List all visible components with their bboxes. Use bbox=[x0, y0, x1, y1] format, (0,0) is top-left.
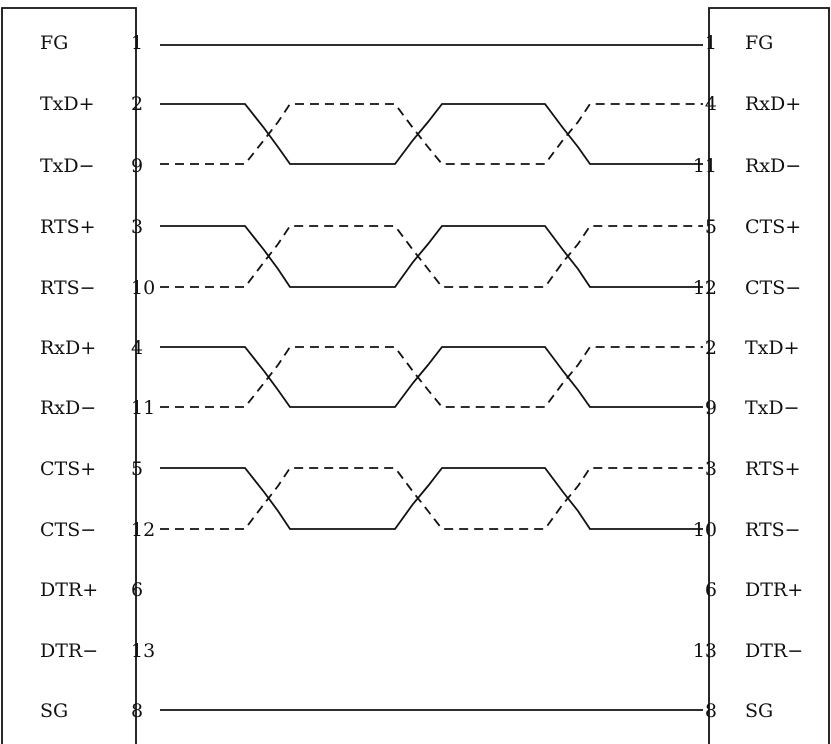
left-pin-number: 9 bbox=[131, 155, 143, 177]
left-pin-number: 2 bbox=[131, 93, 143, 115]
wire-rts-plus bbox=[160, 225, 703, 288]
right-pin-numbers: 1 4 11 5 12 2 9 3 10 6 13 8 bbox=[693, 32, 717, 722]
left-pin-number: 6 bbox=[131, 579, 143, 601]
left-connector-frame bbox=[1, 7, 137, 744]
left-signal-label: RxD+ bbox=[40, 337, 96, 359]
right-pin-number: 2 bbox=[705, 337, 717, 359]
left-pin-number: 12 bbox=[131, 519, 155, 541]
right-pin-number: 10 bbox=[693, 519, 717, 541]
right-signal-label: TxD+ bbox=[745, 337, 800, 359]
right-pin-number: 6 bbox=[705, 579, 717, 601]
right-signal-label: RTS− bbox=[745, 519, 801, 541]
wire-cts-minus bbox=[160, 467, 703, 530]
right-pin-number: 5 bbox=[705, 216, 717, 238]
left-signal-label: CTS− bbox=[40, 519, 96, 541]
right-signal-label: SG bbox=[745, 700, 773, 722]
right-signal-label: RxD− bbox=[745, 155, 801, 177]
left-signal-label: TxD− bbox=[40, 155, 95, 177]
right-signal-label: CTS+ bbox=[745, 216, 801, 238]
right-connector-frame bbox=[708, 7, 830, 744]
left-pin-number: 3 bbox=[131, 216, 143, 238]
left-signal-label: SG bbox=[40, 700, 68, 722]
right-pin-number: 13 bbox=[693, 640, 717, 662]
wire-txd-plus bbox=[160, 103, 703, 165]
right-signal-label: RxD+ bbox=[745, 93, 801, 115]
right-pin-number: 8 bbox=[705, 700, 717, 722]
wire-txd-minus bbox=[160, 103, 703, 165]
left-pin-number: 8 bbox=[131, 700, 143, 722]
left-signal-label: DTR+ bbox=[40, 579, 98, 601]
right-pin-number: 11 bbox=[693, 155, 717, 177]
right-pin-number: 9 bbox=[705, 397, 717, 419]
left-signal-label: CTS+ bbox=[40, 458, 96, 480]
right-pin-number: 3 bbox=[705, 458, 717, 480]
left-signal-label: DTR− bbox=[40, 640, 98, 662]
wires bbox=[160, 44, 703, 711]
right-pin-number: 12 bbox=[693, 277, 717, 299]
left-signal-label: FG bbox=[40, 32, 68, 54]
wire-rxd-minus bbox=[160, 346, 703, 408]
wire-cts-plus bbox=[160, 467, 703, 530]
left-pin-number: 1 bbox=[131, 32, 143, 54]
right-signal-label: DTR+ bbox=[745, 579, 803, 601]
right-pin-number: 1 bbox=[705, 32, 717, 54]
right-signal-label: RTS+ bbox=[745, 458, 801, 480]
wire-rts-minus bbox=[160, 225, 703, 288]
left-signal-labels: FG TxD+ TxD− RTS+ RTS− RxD+ RxD− CTS+ CT… bbox=[40, 32, 98, 722]
left-signal-label: RxD− bbox=[40, 397, 96, 419]
wire-rxd-plus bbox=[160, 346, 703, 408]
right-signal-label: CTS− bbox=[745, 277, 801, 299]
right-pin-number: 4 bbox=[705, 93, 717, 115]
left-pin-number: 5 bbox=[131, 458, 143, 480]
right-signal-label: TxD− bbox=[745, 397, 800, 419]
right-signal-label: DTR− bbox=[745, 640, 803, 662]
left-signal-label: RTS− bbox=[40, 277, 96, 299]
right-signal-labels: FG RxD+ RxD− CTS+ CTS− TxD+ TxD− RTS+ RT… bbox=[745, 32, 803, 722]
right-signal-label: FG bbox=[745, 32, 773, 54]
left-pin-number: 13 bbox=[131, 640, 155, 662]
left-pin-number: 4 bbox=[131, 337, 143, 359]
left-pin-number: 10 bbox=[131, 277, 155, 299]
left-signal-label: RTS+ bbox=[40, 216, 96, 238]
left-pin-numbers: 1 2 9 3 10 4 11 5 12 6 13 8 bbox=[131, 32, 155, 722]
left-pin-number: 11 bbox=[131, 397, 155, 419]
left-signal-label: TxD+ bbox=[40, 93, 95, 115]
